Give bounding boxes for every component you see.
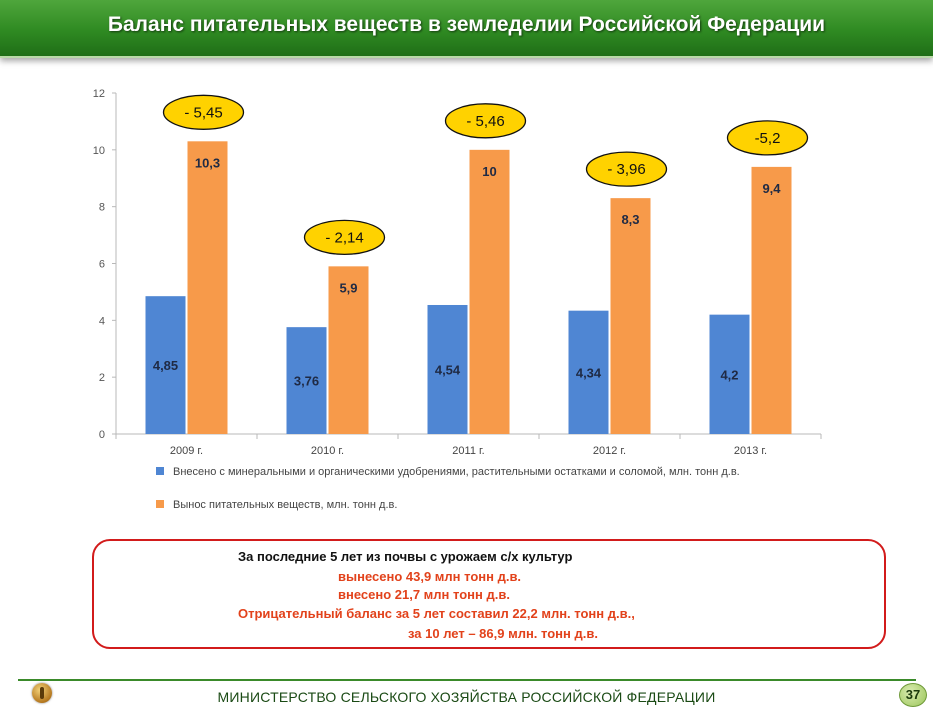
nutrient-balance-chart: 0 2 4 6 8 10 12 2009 г. 4,85 10,3 - 5,45 2010 г. 3,7…	[93, 88, 822, 511]
y-tick-label: 4	[99, 315, 105, 327]
summary-applied: внесено 21,7 млн тонн д.в.	[338, 587, 510, 602]
legend-swatch	[156, 500, 164, 508]
y-tick-label: 8	[99, 202, 105, 214]
x-tick-label: 2013 г.	[734, 445, 767, 457]
ministry-emblem-icon	[32, 683, 52, 703]
bar-removed	[610, 198, 651, 434]
x-tick-label: 2012 г.	[593, 445, 626, 457]
summary-balance-5y: Отрицательный баланс за 5 лет составил 2…	[238, 606, 635, 621]
summary-balance-10y: за 10 лет – 86,9 млн. тонн д.в.	[408, 626, 598, 641]
balance-annotation	[585, 151, 668, 187]
x-tick-label: 2009 г.	[170, 445, 203, 457]
data-label-removed: 10	[482, 164, 496, 179]
balance-annotation-label: - 2,14	[325, 229, 363, 246]
data-label-applied: 4,2	[720, 367, 738, 382]
y-tick-label: 0	[99, 429, 105, 441]
footer-ministry: МИНИСТЕРСТВО СЕЛЬСКОГО ХОЗЯЙСТВА РОССИЙС…	[217, 689, 716, 705]
bar-removed	[469, 149, 510, 435]
legend-entry: Внесено с минеральными и органическими у…	[173, 466, 740, 478]
bar-applied	[709, 314, 750, 434]
balance-annotation	[303, 219, 386, 255]
legend-entry: Вынос питательных веществ, млн. тонн д.в…	[173, 499, 397, 511]
balance-annotation-label: -5,2	[755, 130, 781, 147]
page-number-badge: 37	[899, 683, 927, 707]
data-label-removed: 10,3	[195, 155, 220, 170]
data-label-removed: 5,9	[339, 280, 357, 295]
bar-applied	[427, 304, 468, 434]
summary-box: За последние 5 лет из почвы с урожаем с/…	[92, 539, 886, 649]
y-tick-label: 12	[93, 88, 105, 100]
y-tick-label: 2	[99, 372, 105, 384]
summary-removed: вынесено 43,9 млн тонн д.в.	[338, 569, 522, 584]
x-tick-label: 2011 г.	[452, 445, 484, 457]
data-label-removed: 9,4	[762, 181, 781, 196]
bar-applied	[568, 310, 609, 434]
bar-removed	[187, 141, 228, 434]
balance-annotation-label: - 5,45	[184, 104, 222, 121]
summary-intro: За последние 5 лет из почвы с урожаем с/…	[238, 549, 573, 564]
data-label-applied: 4,54	[435, 362, 461, 377]
data-label-removed: 8,3	[621, 212, 639, 227]
balance-annotation	[444, 103, 527, 139]
x-tick-label: 2010 г.	[311, 445, 344, 457]
legend-swatch	[156, 467, 164, 475]
balance-annotation	[162, 94, 245, 130]
data-label-applied: 4,34	[576, 365, 602, 380]
header-banner: Баланс питательных веществ в земледелии …	[0, 0, 933, 58]
y-tick-label: 6	[99, 259, 105, 271]
data-label-applied: 4,85	[153, 358, 178, 373]
data-label-applied: 3,76	[294, 374, 319, 389]
bar-removed	[328, 266, 369, 434]
y-tick-label: 10	[93, 145, 105, 157]
bar-applied	[145, 296, 186, 434]
bar-removed	[751, 166, 792, 434]
balance-annotation-label: - 3,96	[607, 161, 645, 178]
balance-annotation	[726, 120, 809, 156]
balance-annotation-label: - 5,46	[466, 113, 504, 130]
page-title: Баланс питательных веществ в земледелии …	[107, 13, 826, 36]
bar-applied	[286, 327, 327, 434]
footer-divider	[18, 679, 916, 681]
